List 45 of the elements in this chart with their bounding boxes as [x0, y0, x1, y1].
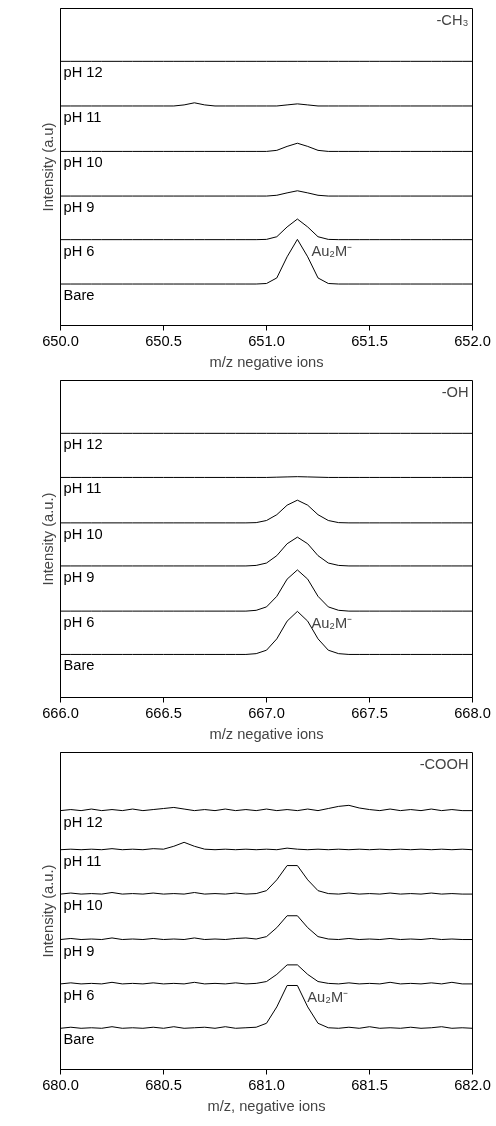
y-axis-title: Intensity (a.u.) — [39, 492, 56, 586]
series-label: Bare — [63, 1031, 95, 1048]
x-tick-label: 652.0 — [454, 332, 491, 349]
y-axis-title: Intensity (a.u) — [39, 122, 56, 212]
series-label: pH 10 — [63, 154, 103, 171]
x-tick-label: 667.0 — [248, 704, 285, 721]
x-tick-label: 667.5 — [351, 704, 388, 721]
series-label: pH 9 — [63, 568, 95, 585]
text: -COOH — [419, 755, 469, 772]
text: -OH — [441, 383, 469, 400]
x-tick-label: 650.0 — [42, 332, 79, 349]
x-tick-label: 651.0 — [248, 332, 285, 349]
series-label: pH 9 — [63, 942, 95, 959]
series-label: pH 10 — [63, 525, 103, 542]
series-label: pH 12 — [63, 436, 103, 453]
x-tick-label: 680.0 — [42, 1076, 79, 1093]
annotation: Au₂M⁻ — [311, 615, 353, 632]
x-axis-title: m/z, negative ions — [207, 1097, 326, 1114]
series-label: pH 11 — [63, 480, 102, 497]
series-label: pH 12 — [63, 813, 103, 830]
x-axis-title: m/z negative ions — [209, 353, 324, 370]
annotation: Au₂M⁻ — [307, 989, 349, 1006]
x-tick-label: 650.5 — [145, 332, 182, 349]
text: -CH₃ — [436, 11, 469, 28]
x-tick-label: 666.5 — [145, 704, 182, 721]
series-label: pH 9 — [63, 199, 95, 216]
x-axis-title: m/z negative ions — [209, 725, 324, 742]
x-tick-label: 680.5 — [145, 1076, 182, 1093]
x-tick-label: 651.5 — [351, 332, 388, 349]
series-label: pH 11 — [63, 852, 102, 869]
annotation: Au₂M⁻ — [311, 243, 353, 260]
x-tick-label: 682.0 — [454, 1076, 491, 1093]
x-tick-label: 668.0 — [454, 704, 491, 721]
series-label: pH 6 — [63, 242, 95, 259]
x-tick-label: 666.0 — [42, 704, 79, 721]
x-tick-label: 681.5 — [351, 1076, 388, 1093]
x-tick-label: 681.0 — [248, 1076, 285, 1093]
series-label: Bare — [63, 657, 95, 674]
series-label: Bare — [63, 287, 95, 304]
y-axis-title: Intensity (a.u.) — [39, 864, 56, 958]
series-label: pH 10 — [63, 897, 103, 914]
series-label: pH 6 — [63, 986, 95, 1003]
series-label: pH 11 — [63, 108, 102, 125]
series-label: pH 12 — [63, 64, 103, 81]
series-label: pH 6 — [63, 614, 95, 631]
